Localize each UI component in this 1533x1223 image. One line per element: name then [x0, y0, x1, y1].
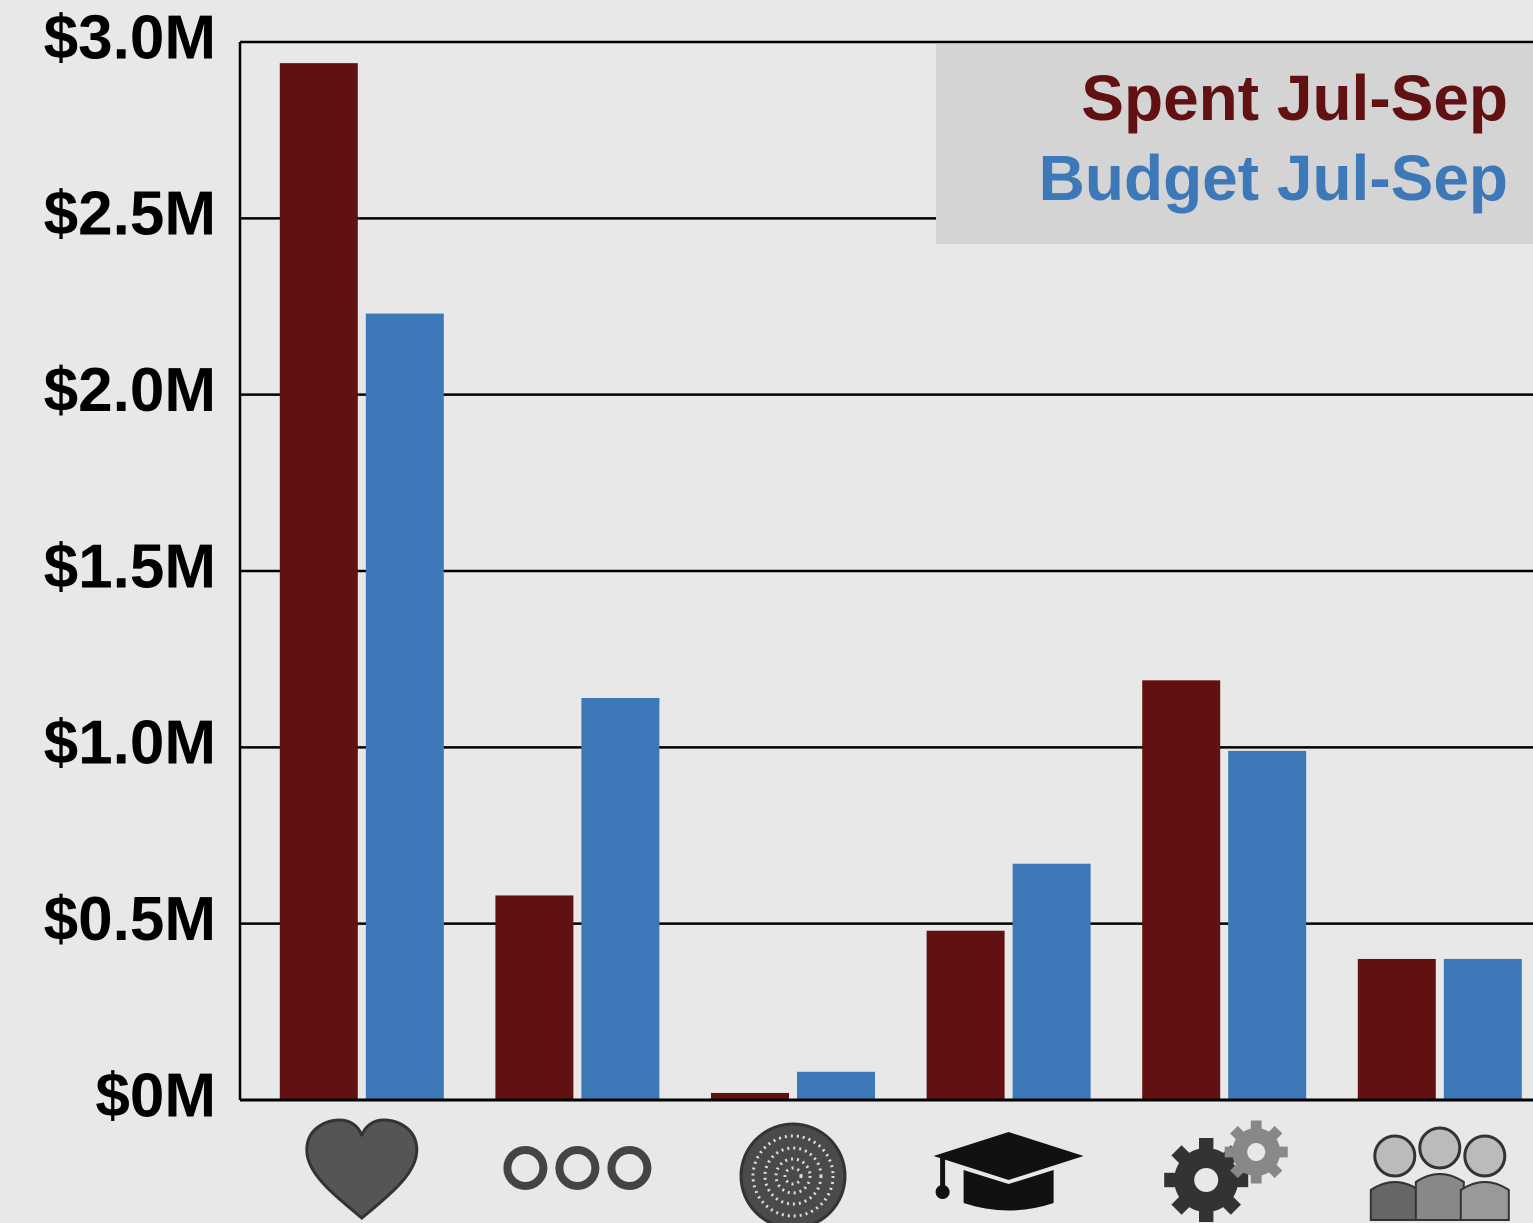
legend-entry: Spent Jul-Sep — [1081, 62, 1508, 134]
legend-entry: Budget Jul-Sep — [1039, 142, 1508, 214]
gear-hole — [1194, 1168, 1218, 1192]
person-body — [1371, 1182, 1419, 1220]
person-body — [1416, 1174, 1464, 1220]
bar — [366, 314, 444, 1100]
bar — [1444, 959, 1522, 1100]
bar — [1013, 864, 1091, 1100]
dot-circle-icon — [741, 1124, 845, 1223]
bar — [927, 931, 1005, 1100]
y-tick-label: $0.5M — [44, 885, 216, 954]
y-tick-label: $1.5M — [44, 532, 216, 601]
bar — [1358, 959, 1436, 1100]
person-body — [1461, 1182, 1509, 1220]
bar — [1142, 680, 1220, 1100]
person-head — [1375, 1136, 1415, 1176]
y-tick-label: $0M — [95, 1061, 216, 1130]
y-tick-label: $1.0M — [44, 709, 216, 778]
category-icon — [741, 1124, 845, 1223]
person-head — [1420, 1128, 1460, 1168]
y-tick-label: $3.0M — [44, 3, 216, 72]
bar — [581, 698, 659, 1100]
gear-hole — [1247, 1143, 1265, 1161]
tassel-end — [936, 1185, 950, 1199]
chart: $0M $0.5M $1.0M $1.5M $2.0M $2.5M $3.0M Spent J… — [0, 0, 1533, 1223]
bar — [280, 63, 358, 1100]
person-head — [1465, 1136, 1505, 1176]
bar — [797, 1072, 875, 1100]
y-tick-label: $2.5M — [44, 180, 216, 249]
bar — [1228, 751, 1306, 1100]
category-icon — [1371, 1128, 1509, 1220]
y-tick-label: $2.0M — [44, 356, 216, 425]
bar — [495, 895, 573, 1100]
